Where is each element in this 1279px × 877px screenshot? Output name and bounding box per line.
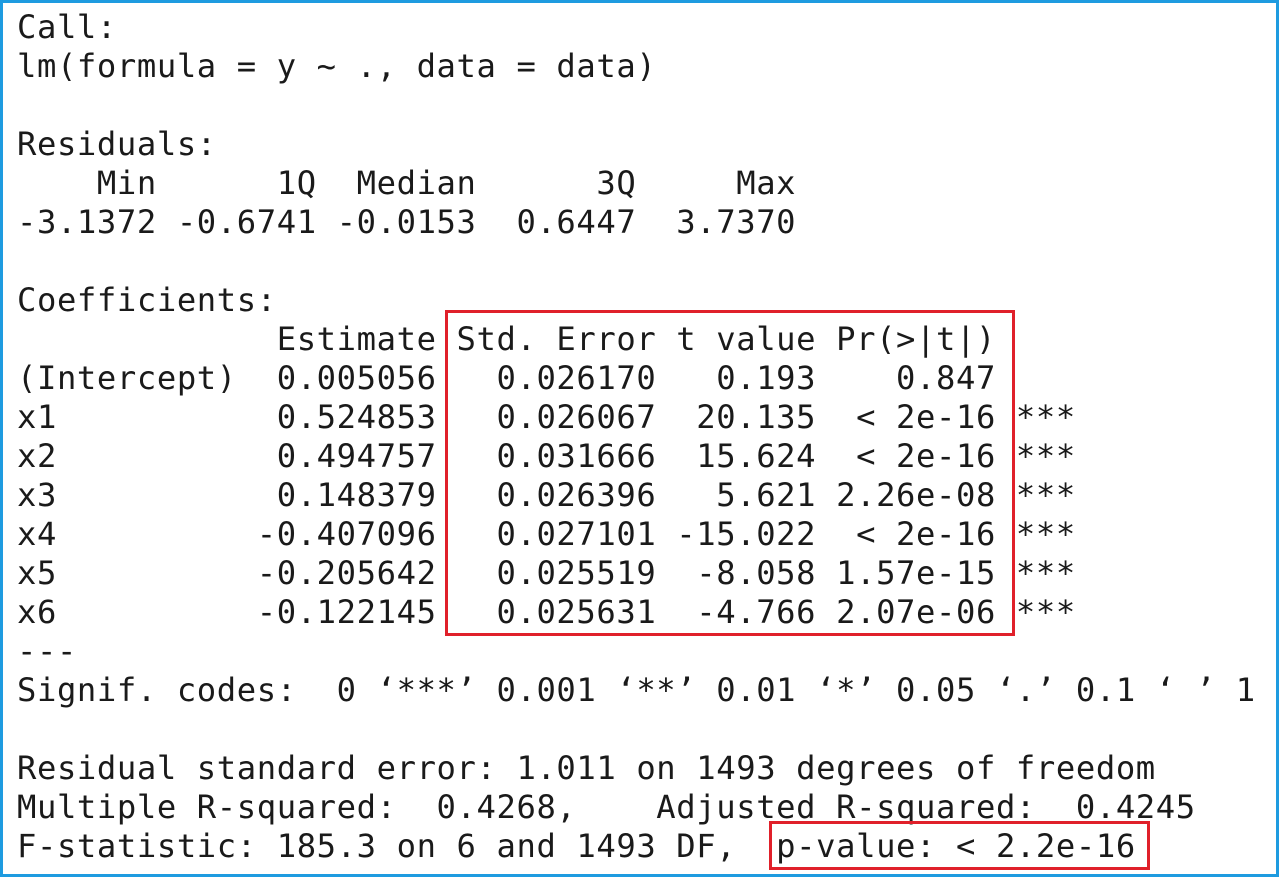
signif-codes: Signif. codes: 0 ‘***’ 0.001 ‘**’ 0.01 ‘… — [17, 671, 1256, 709]
coef-row-x1: x1 0.524853 0.026067 20.135 < 2e-16 *** — [17, 398, 1076, 436]
blank-line — [17, 86, 1256, 125]
coef-row-x3: x3 0.148379 0.026396 5.621 2.26e-08 *** — [17, 476, 1076, 514]
coef-row-x6: x6 -0.122145 0.025631 -4.766 2.07e-06 **… — [17, 593, 1076, 631]
coef-row-intercept: (Intercept) 0.005056 0.026170 0.193 0.84… — [17, 359, 1076, 397]
residuals-values: -3.1372 -0.6741 -0.0153 0.6447 3.7370 — [17, 203, 817, 241]
separator-line: --- — [17, 632, 77, 670]
blank-line — [17, 242, 1256, 281]
call-formula: lm(formula = y ~ ., data = data) — [17, 47, 657, 85]
f-statistic-line: F-statistic: 185.3 on 6 and 1493 DF, p-v… — [17, 827, 1136, 865]
r-squared-line: Multiple R-squared: 0.4268, Adjusted R-s… — [17, 788, 1216, 826]
coefficients-header: Estimate Std. Error t value Pr(>|t|) — [17, 320, 1076, 358]
residuals-header: Min 1Q Median 3Q Max — [17, 164, 817, 202]
residuals-label: Residuals: — [17, 125, 217, 163]
call-label: Call: — [17, 8, 117, 46]
coef-row-x4: x4 -0.407096 0.027101 -15.022 < 2e-16 **… — [17, 515, 1076, 553]
coef-row-x2: x2 0.494757 0.031666 15.624 < 2e-16 *** — [17, 437, 1076, 475]
coefficients-label: Coefficients: — [17, 281, 277, 319]
coef-row-x5: x5 -0.205642 0.025519 -8.058 1.57e-15 **… — [17, 554, 1076, 592]
blank-line — [17, 710, 1256, 749]
r-console-output: Call: lm(formula = y ~ ., data = data) Res… — [17, 8, 1256, 866]
residual-std-error: Residual standard error: 1.011 on 1493 d… — [17, 749, 1156, 787]
